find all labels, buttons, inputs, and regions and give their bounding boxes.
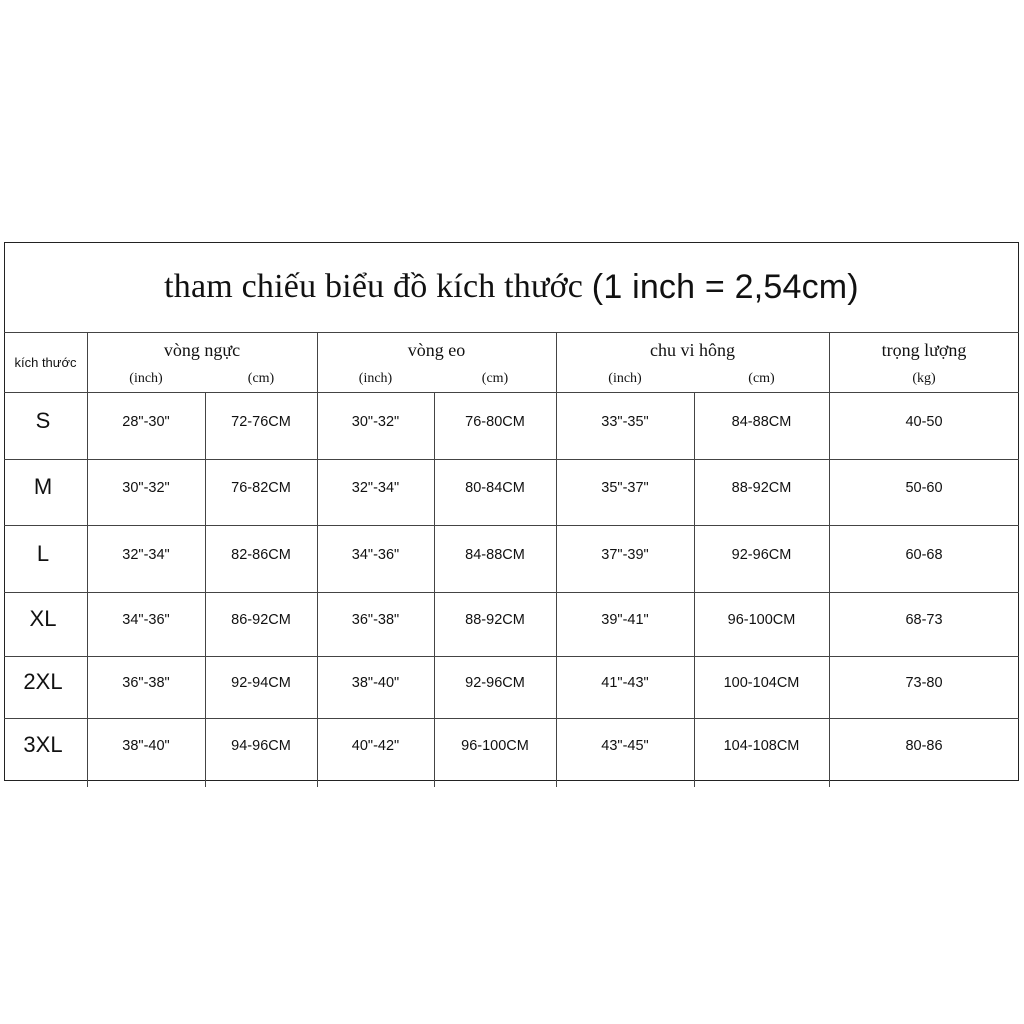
size-chart-table xyxy=(4,242,1019,781)
value-cell: 50-60 xyxy=(905,480,943,496)
chart-title: tham chiếu biểu đồ kích thước (1 inch = … xyxy=(4,242,1019,332)
value-cell: 84-88CM xyxy=(731,413,792,430)
unit-header: (inch) xyxy=(129,371,163,386)
value-cell: 43"-45" xyxy=(601,737,649,754)
value-cell: 92-96CM xyxy=(465,675,525,691)
size-cell: M xyxy=(33,474,53,499)
column-divider xyxy=(434,392,435,787)
value-cell: 80-86 xyxy=(905,737,943,754)
header-divider xyxy=(4,392,1019,393)
group-header: vòng ngực xyxy=(163,339,241,360)
row-divider xyxy=(4,718,1019,719)
value-cell: 40"-42" xyxy=(351,737,400,754)
value-cell: 82-86CM xyxy=(231,546,291,563)
value-cell: 32"-34" xyxy=(122,546,170,563)
value-cell: 76-80CM xyxy=(465,413,525,430)
size-cell: 3XL xyxy=(23,731,63,757)
value-cell: 40-50 xyxy=(905,413,943,430)
value-cell: 32"-34" xyxy=(351,480,400,496)
value-cell: 86-92CM xyxy=(231,612,291,628)
value-cell: 80-84CM xyxy=(465,480,525,496)
title-main: tham chiếu biểu đồ kích thước xyxy=(164,268,584,305)
column-divider xyxy=(694,392,695,787)
unit-header: (inch) xyxy=(358,371,393,386)
column-divider xyxy=(829,332,830,787)
value-cell: 92-96CM xyxy=(731,546,792,563)
value-cell: 88-92CM xyxy=(465,612,525,628)
value-cell: 38"-40" xyxy=(351,675,400,691)
column-divider xyxy=(87,332,88,787)
unit-header: (cm) xyxy=(247,371,275,386)
group-header: trọng lượng xyxy=(881,339,967,360)
size-column-header: kích thước xyxy=(14,354,77,370)
value-cell: 100-104CM xyxy=(723,675,800,691)
size-cell: S xyxy=(35,407,51,433)
row-divider xyxy=(4,592,1019,593)
value-cell: 68-73 xyxy=(905,612,943,628)
size-cell: L xyxy=(36,540,50,566)
row-divider xyxy=(4,656,1019,657)
value-cell: 30"-32" xyxy=(122,480,170,496)
value-cell: 36"-38" xyxy=(351,612,400,628)
value-cell: 33"-35" xyxy=(601,413,649,430)
column-divider xyxy=(556,332,557,787)
value-cell: 96-100CM xyxy=(727,612,796,628)
unit-header: (cm) xyxy=(748,371,775,386)
value-cell: 73-80 xyxy=(905,675,943,691)
value-cell: 36"-38" xyxy=(122,675,170,691)
unit-header: (inch) xyxy=(608,371,642,386)
value-cell: 96-100CM xyxy=(461,737,529,754)
group-header: vòng eo xyxy=(407,339,466,360)
value-cell: 41"-43" xyxy=(601,675,649,691)
row-divider xyxy=(4,459,1019,460)
title-divider xyxy=(4,332,1019,333)
value-cell: 28"-30" xyxy=(122,413,170,430)
value-cell: 88-92CM xyxy=(731,480,792,496)
size-cell: XL xyxy=(29,606,57,631)
value-cell: 92-94CM xyxy=(231,675,291,691)
value-cell: 104-108CM xyxy=(723,737,800,754)
value-cell: 34"-36" xyxy=(351,546,400,563)
row-divider xyxy=(4,525,1019,526)
value-cell: 94-96CM xyxy=(231,737,291,754)
value-cell: 34"-36" xyxy=(122,612,170,628)
size-cell: 2XL xyxy=(23,669,63,694)
column-divider xyxy=(317,332,318,787)
unit-header: (kg) xyxy=(912,371,936,386)
column-divider xyxy=(205,392,206,787)
value-cell: 39"-41" xyxy=(601,612,649,628)
value-cell: 30"-32" xyxy=(351,413,400,430)
value-cell: 37"-39" xyxy=(601,546,649,563)
value-cell: 60-68 xyxy=(905,546,943,563)
title-note: (1 inch = 2,54cm) xyxy=(591,267,859,306)
unit-header: (cm) xyxy=(481,371,509,386)
value-cell: 35"-37" xyxy=(601,480,649,496)
value-cell: 84-88CM xyxy=(465,546,525,563)
value-cell: 76-82CM xyxy=(231,480,291,496)
value-cell: 38"-40" xyxy=(122,737,170,754)
value-cell: 72-76CM xyxy=(231,413,291,430)
group-header: chu vi hông xyxy=(650,339,735,360)
